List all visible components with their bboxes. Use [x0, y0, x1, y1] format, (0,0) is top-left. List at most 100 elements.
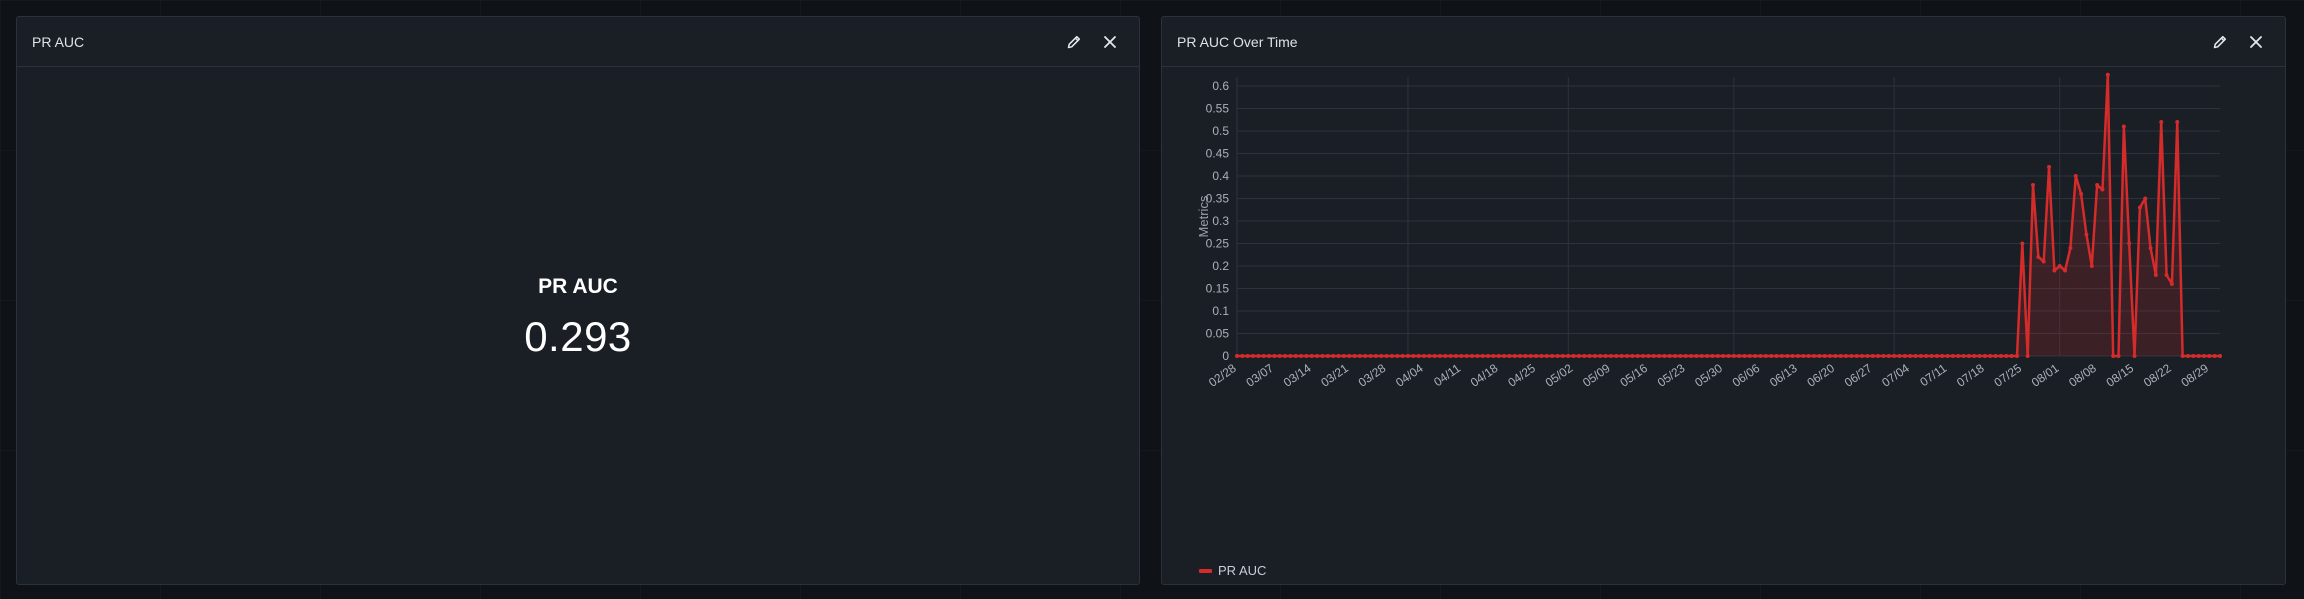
data-point — [1726, 354, 1731, 358]
data-point — [1614, 354, 1619, 358]
data-point — [2020, 241, 2025, 246]
x-tick-label: 07/04 — [1879, 361, 1912, 390]
data-point — [2036, 255, 2041, 259]
data-point — [1785, 354, 1790, 358]
panel-header: PR AUC — [17, 17, 1139, 67]
y-tick-label: 0.05 — [1206, 327, 1230, 341]
x-tick-label: 08/22 — [2141, 361, 2174, 390]
data-point — [1715, 354, 1720, 358]
data-point — [1550, 354, 1555, 358]
panel-title: PR AUC — [32, 33, 85, 50]
data-point — [1844, 354, 1849, 358]
data-point — [1982, 354, 1987, 358]
data-point — [1774, 354, 1779, 358]
data-point — [1822, 354, 1827, 358]
data-point — [1320, 354, 1325, 358]
data-point — [1988, 354, 1993, 358]
data-point — [1576, 354, 1581, 358]
x-tick-label: 03/14 — [1281, 361, 1314, 390]
data-point — [1934, 354, 1939, 358]
close-button[interactable] — [1096, 28, 1124, 56]
data-point — [2047, 165, 2052, 169]
data-point — [2121, 124, 2126, 129]
data-point — [1966, 354, 1971, 358]
data-point — [1747, 354, 1752, 358]
data-point — [1528, 354, 1533, 358]
data-point — [1544, 354, 1549, 358]
data-point — [1678, 354, 1683, 358]
data-point — [1293, 354, 1298, 358]
data-point — [2169, 282, 2174, 286]
data-point — [1582, 354, 1587, 358]
x-tick-label: 04/25 — [1505, 361, 1538, 390]
data-point — [2095, 183, 2100, 187]
data-point — [1876, 354, 1881, 358]
close-button[interactable] — [2242, 28, 2270, 56]
x-tick-label: 05/23 — [1655, 361, 1688, 390]
panel-header: PR AUC Over Time — [1162, 17, 2285, 67]
data-point — [1587, 354, 1592, 358]
data-point — [1363, 354, 1368, 358]
data-point — [1416, 354, 1421, 358]
data-point — [1603, 354, 1608, 358]
data-point — [1400, 354, 1405, 358]
data-point — [1357, 354, 1362, 358]
data-point — [1283, 354, 1288, 358]
data-point — [1940, 354, 1945, 358]
data-point — [1272, 354, 1277, 358]
x-tick-label: 05/09 — [1580, 361, 1613, 390]
data-point — [2111, 354, 2116, 358]
data-point — [1619, 354, 1624, 358]
legend-swatch — [1199, 568, 1212, 573]
y-tick-label: 0.6 — [1212, 79, 1229, 93]
data-point — [1507, 354, 1512, 358]
data-point — [1667, 354, 1672, 358]
x-tick-label: 05/30 — [1692, 361, 1725, 390]
data-point — [1710, 354, 1715, 358]
data-point — [2031, 183, 2036, 187]
data-point — [1277, 354, 1282, 358]
data-point — [1892, 354, 1897, 358]
data-point — [1897, 354, 1902, 358]
data-point — [1763, 354, 1768, 358]
edit-button[interactable] — [1060, 28, 1088, 56]
data-point — [1870, 354, 1875, 358]
data-point — [1261, 354, 1266, 358]
x-tick-label: 08/08 — [2066, 361, 2099, 390]
data-point — [1470, 354, 1475, 358]
pr-auc-panel: PR AUC PR AUC 0.293 — [16, 16, 1140, 585]
data-point — [2175, 120, 2180, 124]
x-tick-label: 04/18 — [1468, 361, 1501, 390]
data-point — [1395, 354, 1400, 358]
data-point — [2191, 354, 2196, 358]
data-point — [1475, 354, 1480, 358]
data-point — [1566, 354, 1571, 358]
data-point — [2143, 196, 2148, 201]
x-tick-label: 08/29 — [2178, 361, 2211, 390]
data-point — [1454, 354, 1459, 358]
x-tick-label: 07/25 — [1991, 361, 2024, 390]
data-point — [1929, 354, 1934, 358]
data-point — [1427, 354, 1432, 358]
chart-legend[interactable]: PR AUC — [1199, 563, 1266, 578]
data-point — [1886, 354, 1891, 358]
stat-display: PR AUC 0.293 — [17, 67, 1139, 584]
data-point — [1267, 354, 1272, 358]
data-point — [1555, 354, 1560, 358]
data-point — [1299, 354, 1304, 358]
data-point — [2025, 354, 2030, 358]
y-tick-label: 0.1 — [1212, 304, 1229, 318]
data-point — [1245, 354, 1250, 358]
data-point — [1518, 354, 1523, 358]
data-point — [1972, 354, 1977, 358]
x-tick-label: 07/11 — [1917, 361, 1949, 389]
y-tick-label: 0.55 — [1206, 102, 1230, 116]
y-tick-label: 0 — [1222, 349, 1229, 363]
data-point — [2105, 72, 2110, 77]
edit-button[interactable] — [2206, 28, 2234, 56]
data-point — [1956, 354, 1961, 358]
data-point — [1347, 354, 1352, 358]
data-point — [1753, 354, 1758, 358]
data-point — [1881, 354, 1886, 358]
y-tick-label: 0.35 — [1206, 192, 1230, 206]
